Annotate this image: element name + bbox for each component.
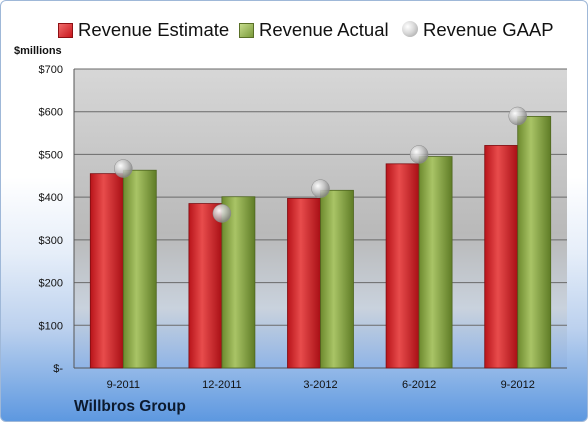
y-tick-label: $100 — [39, 320, 63, 332]
legend-swatch-gaap — [402, 21, 418, 37]
y-tick-label: $600 — [39, 107, 63, 119]
y-tick-label: $500 — [39, 149, 63, 161]
marker-revenue-gaap — [311, 179, 330, 198]
legend-swatch-actual — [239, 23, 254, 38]
legend-label-gaap: Revenue GAAP — [423, 19, 554, 40]
bar-revenue-estimate — [287, 198, 321, 369]
bar-revenue-estimate — [385, 163, 420, 369]
bar-revenue-estimate — [89, 173, 124, 369]
bar-revenue-estimate — [484, 145, 519, 369]
legend: Revenue Estimate Revenue Actual Revenue … — [1, 18, 587, 42]
x-tick-label: 9-2011 — [107, 379, 140, 391]
y-tick-label: $400 — [39, 192, 63, 204]
x-tick-label: 3-2012 — [303, 379, 337, 391]
x-tick-label: 6-2012 — [402, 379, 436, 391]
y-tick-label: $- — [53, 363, 63, 375]
legend-label-actual: Revenue Actual — [259, 19, 389, 40]
legend-label-estimate: Revenue Estimate — [78, 19, 230, 40]
y-axis-units-label: $millions — [14, 45, 62, 57]
legend-swatch-estimate — [58, 23, 73, 38]
bar-revenue-estimate — [188, 203, 223, 369]
bar-revenue-actual — [320, 189, 354, 369]
y-tick-label: $200 — [39, 278, 63, 290]
bar-revenue-actual — [221, 196, 256, 369]
marker-revenue-gaap — [409, 145, 429, 164]
company-name: Willbros Group — [74, 398, 186, 415]
marker-revenue-gaap — [212, 204, 232, 223]
x-tick-label: 12-2011 — [202, 379, 242, 391]
x-tick-label: 9-2012 — [501, 379, 535, 391]
marker-revenue-gaap — [508, 106, 527, 126]
y-tick-label: $700 — [39, 64, 63, 76]
bar-revenue-actual — [517, 116, 552, 369]
bar-revenue-actual — [418, 156, 453, 369]
y-tick-label: $300 — [39, 235, 63, 247]
bar-revenue-actual — [122, 169, 157, 369]
marker-revenue-gaap — [114, 159, 133, 178]
